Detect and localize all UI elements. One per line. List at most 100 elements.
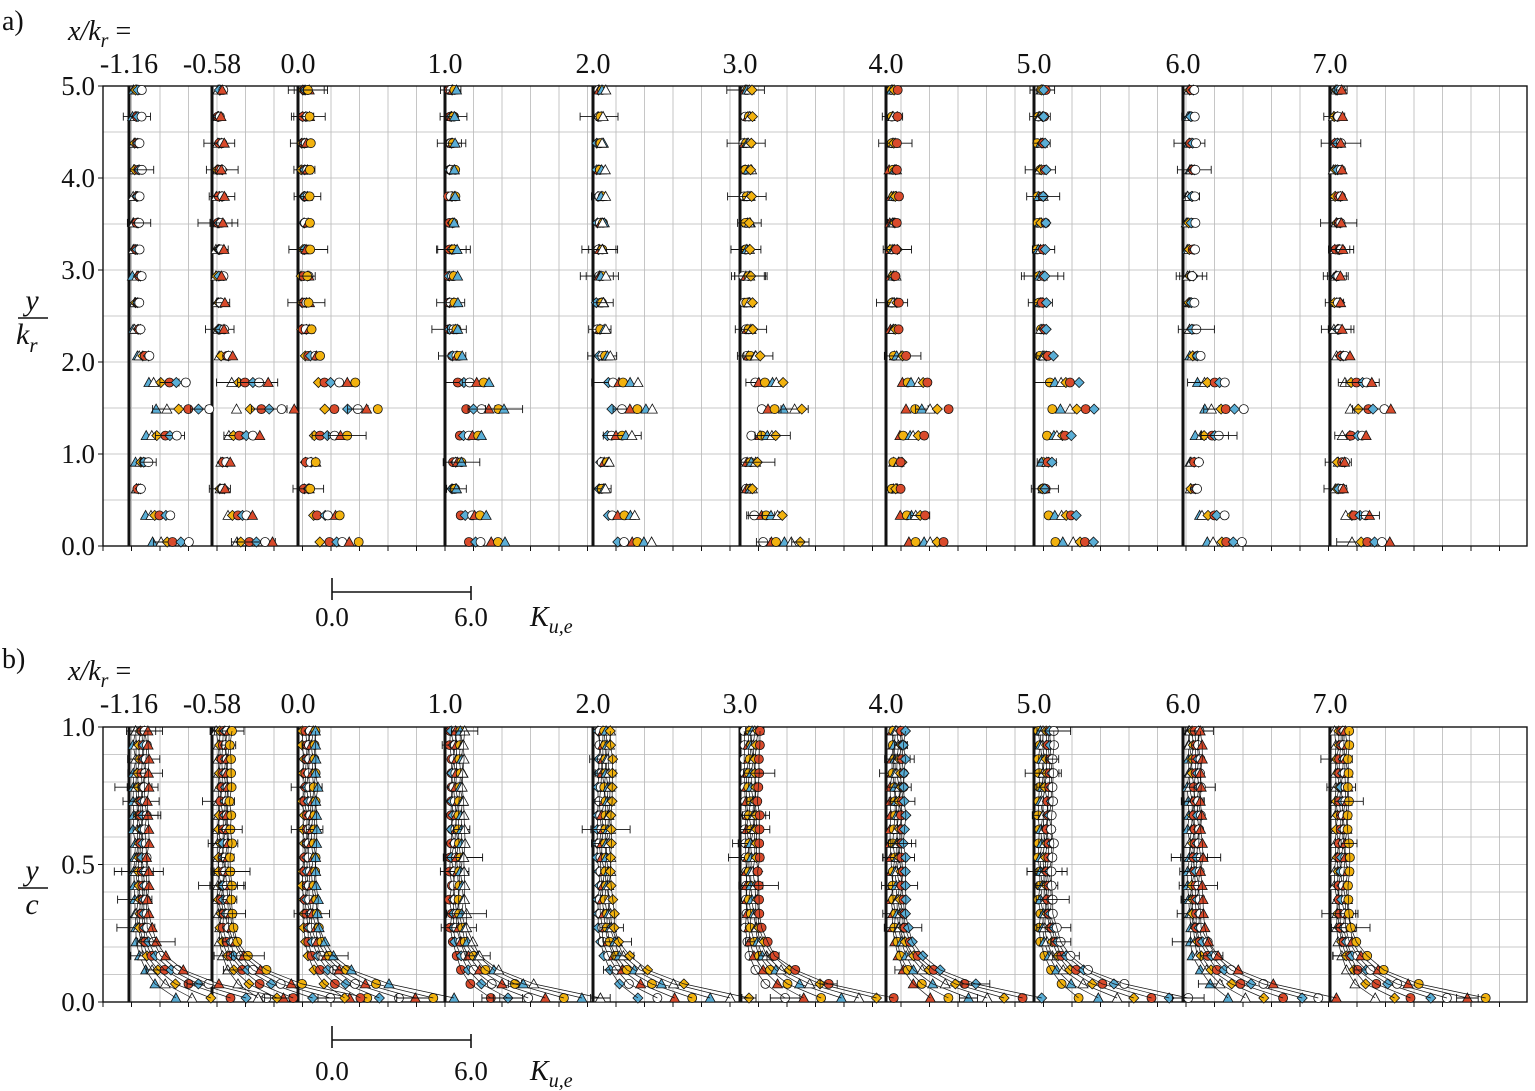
- data-point: [1363, 509, 1376, 520]
- data-point: [276, 404, 287, 415]
- data-point: [900, 403, 912, 414]
- data-point: [353, 537, 364, 547]
- data-point: [1190, 244, 1200, 255]
- data-point: [920, 510, 930, 521]
- data-point: [218, 137, 230, 148]
- scale-bar-start-label: 0.0: [315, 1056, 349, 1086]
- data-point: [1385, 403, 1397, 414]
- station-label: 1.0: [428, 49, 463, 80]
- data-point: [1222, 992, 1234, 1003]
- data-point: [600, 84, 612, 95]
- data-point: [177, 964, 189, 975]
- data-point: [216, 84, 228, 95]
- data-point: [599, 482, 612, 494]
- series-line: [315, 730, 455, 999]
- data-point: [218, 190, 231, 201]
- data-point: [1238, 404, 1249, 415]
- data-point: [1219, 510, 1230, 521]
- data-point: [288, 403, 300, 414]
- data-points: [122, 84, 1397, 548]
- data-point: [922, 377, 933, 388]
- scale-bar-end-label: 6.0: [454, 602, 488, 632]
- y-axis-label: ykr: [16, 284, 48, 357]
- station-label: 7.0: [1313, 689, 1348, 720]
- data-point: [776, 509, 788, 521]
- station-label: 4.0: [869, 49, 904, 80]
- data-point: [599, 163, 611, 175]
- series-line: [1347, 730, 1486, 999]
- data-point: [383, 978, 395, 989]
- data-point: [1040, 297, 1052, 309]
- scale-bar-end-label: 6.0: [454, 1056, 488, 1086]
- series-line: [896, 730, 988, 999]
- data-point: [449, 137, 461, 148]
- data-point: [496, 978, 508, 989]
- data-point: [1369, 992, 1381, 1003]
- data-point: [170, 992, 182, 1003]
- data-point: [448, 163, 460, 175]
- scale-bar-start-label: 0.0: [315, 602, 349, 632]
- data-point: [754, 350, 766, 362]
- station-label: 1.0: [428, 689, 463, 720]
- data-point: [136, 271, 147, 282]
- data-point: [1267, 978, 1279, 989]
- series-line: [1199, 730, 1337, 999]
- data-point: [246, 509, 259, 520]
- y-tick-label: 1.0: [61, 712, 95, 742]
- station-label: 5.0: [1017, 49, 1052, 80]
- data-point: [215, 110, 227, 121]
- data-point: [455, 456, 468, 467]
- data-point: [1335, 137, 1347, 148]
- data-point: [1336, 429, 1348, 441]
- data-point: [1065, 430, 1077, 442]
- data-point: [916, 403, 928, 414]
- data-point: [345, 964, 358, 975]
- data-point: [777, 376, 789, 389]
- data-point: [597, 296, 609, 308]
- data-point: [924, 992, 936, 1003]
- y-tick-label: 0.0: [61, 987, 95, 1017]
- series-line: [1050, 730, 1189, 999]
- data-point: [1337, 482, 1350, 494]
- data-point: [498, 403, 510, 414]
- data-point: [1077, 978, 1089, 989]
- data-point: [895, 483, 906, 494]
- data-point: [905, 376, 917, 387]
- y-tick-label: 4.0: [61, 163, 95, 193]
- data-point: [1191, 138, 1201, 149]
- data-point: [1065, 377, 1075, 388]
- data-point: [745, 164, 757, 176]
- data-point: [171, 430, 182, 441]
- data-point: [1335, 217, 1348, 228]
- series-line: [461, 730, 601, 999]
- data-point: [475, 537, 486, 547]
- series-line: [902, 730, 1042, 999]
- y-tick-label: 0.5: [61, 850, 95, 880]
- data-point: [144, 350, 155, 361]
- data-point: [746, 84, 758, 96]
- y-axis-label-numerator: y: [22, 284, 39, 317]
- data-point: [1054, 403, 1067, 414]
- data-point: [1346, 536, 1358, 547]
- data-point: [775, 964, 787, 975]
- data-point: [1232, 964, 1244, 975]
- data-point: [910, 537, 921, 547]
- data-point: [626, 429, 638, 441]
- data-point: [135, 324, 146, 335]
- data-point: [892, 111, 903, 122]
- data-point: [218, 323, 230, 334]
- data-point: [1071, 403, 1083, 415]
- data-point: [329, 404, 340, 415]
- data-point: [771, 978, 784, 989]
- data-point: [596, 137, 608, 148]
- data-point: [136, 85, 147, 95]
- data-point: [1190, 191, 1200, 202]
- data-point: [1219, 377, 1230, 388]
- data-point: [892, 164, 902, 175]
- data-point: [895, 457, 906, 468]
- data-point: [624, 403, 636, 414]
- data-point: [1336, 190, 1349, 201]
- data-point: [1190, 164, 1201, 175]
- data-point: [1227, 536, 1239, 548]
